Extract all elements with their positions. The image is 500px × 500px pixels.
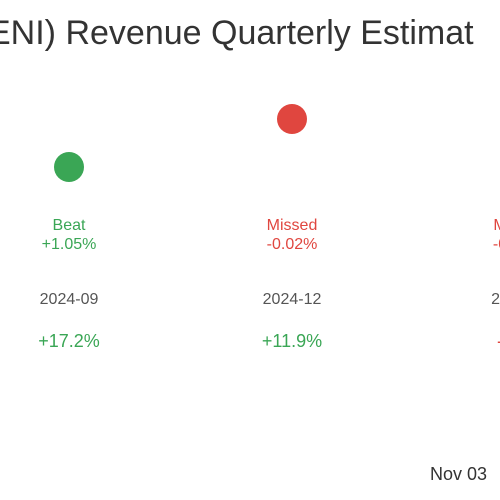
footer-date: Nov 03 [430, 464, 488, 484]
surprise-label: -0.02% [266, 236, 318, 253]
change-label: - [440, 332, 500, 350]
period-label: 2024-12 [262, 291, 322, 308]
result-label: Beat [52, 217, 86, 234]
surprise-label: -0 [492, 236, 500, 253]
result-dot [277, 104, 307, 134]
change-label: +11.9% [261, 331, 323, 351]
period-label: 20 [491, 291, 500, 308]
surprise-label: +1.05% [41, 236, 97, 253]
chart-title: ENI) Revenue Quarterly Estimat [0, 14, 474, 52]
result-dot [54, 152, 84, 182]
result-label: M [493, 217, 500, 234]
change-label: +17.2% [38, 331, 100, 351]
result-label: Missed [266, 217, 318, 234]
period-label: 2024-09 [39, 291, 99, 308]
